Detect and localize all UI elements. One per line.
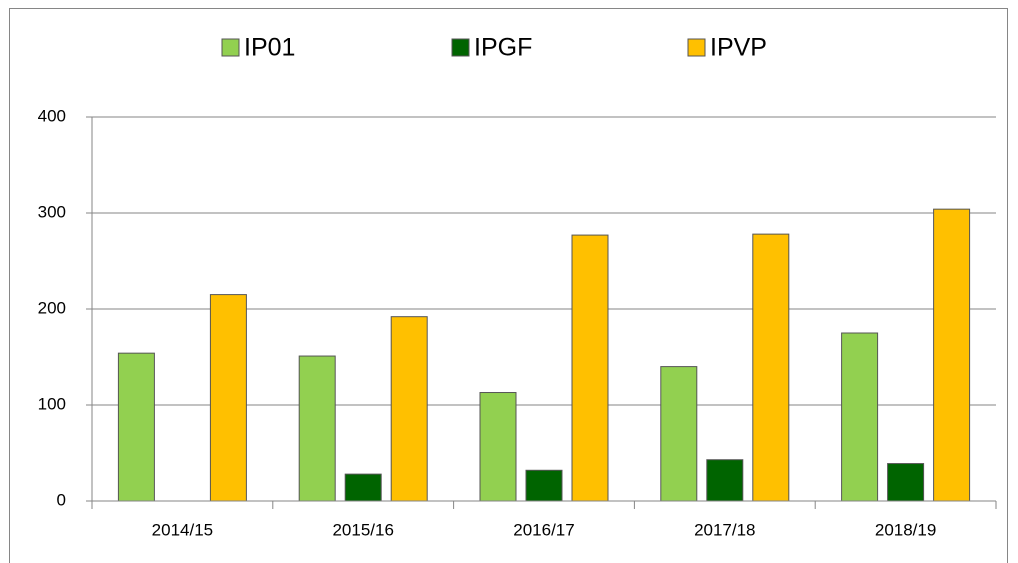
- legend-label: IPVP: [710, 34, 767, 62]
- legend-swatch: [221, 38, 240, 57]
- bar: [660, 366, 698, 502]
- bar: [344, 473, 382, 502]
- legend-label: IPGF: [474, 34, 532, 62]
- bar: [209, 294, 247, 502]
- x-tick-label: 2018/19: [875, 520, 936, 539]
- y-tick-label: 100: [38, 394, 66, 413]
- bar: [390, 316, 428, 502]
- legend-swatch: [687, 38, 706, 57]
- y-tick-label: 200: [38, 298, 66, 317]
- bar: [298, 355, 336, 502]
- x-tick-label: 2017/18: [694, 520, 755, 539]
- x-tick-label: 2014/15: [152, 520, 213, 539]
- bar: [117, 352, 155, 502]
- bar: [525, 469, 563, 502]
- y-tick-label: 300: [38, 202, 66, 221]
- x-tick-label: 2015/16: [332, 520, 393, 539]
- bar: [887, 463, 925, 502]
- bar: [841, 332, 879, 502]
- bar: [706, 459, 744, 502]
- bar: [933, 208, 971, 502]
- legend-swatch: [451, 38, 470, 57]
- y-tick-label: 0: [57, 490, 66, 509]
- bar: [752, 233, 790, 502]
- legend-label: IP01: [244, 34, 295, 62]
- bar: [571, 234, 609, 502]
- x-tick-label: 2016/17: [513, 520, 574, 539]
- y-tick-label: 400: [38, 106, 66, 125]
- bar: [479, 392, 517, 502]
